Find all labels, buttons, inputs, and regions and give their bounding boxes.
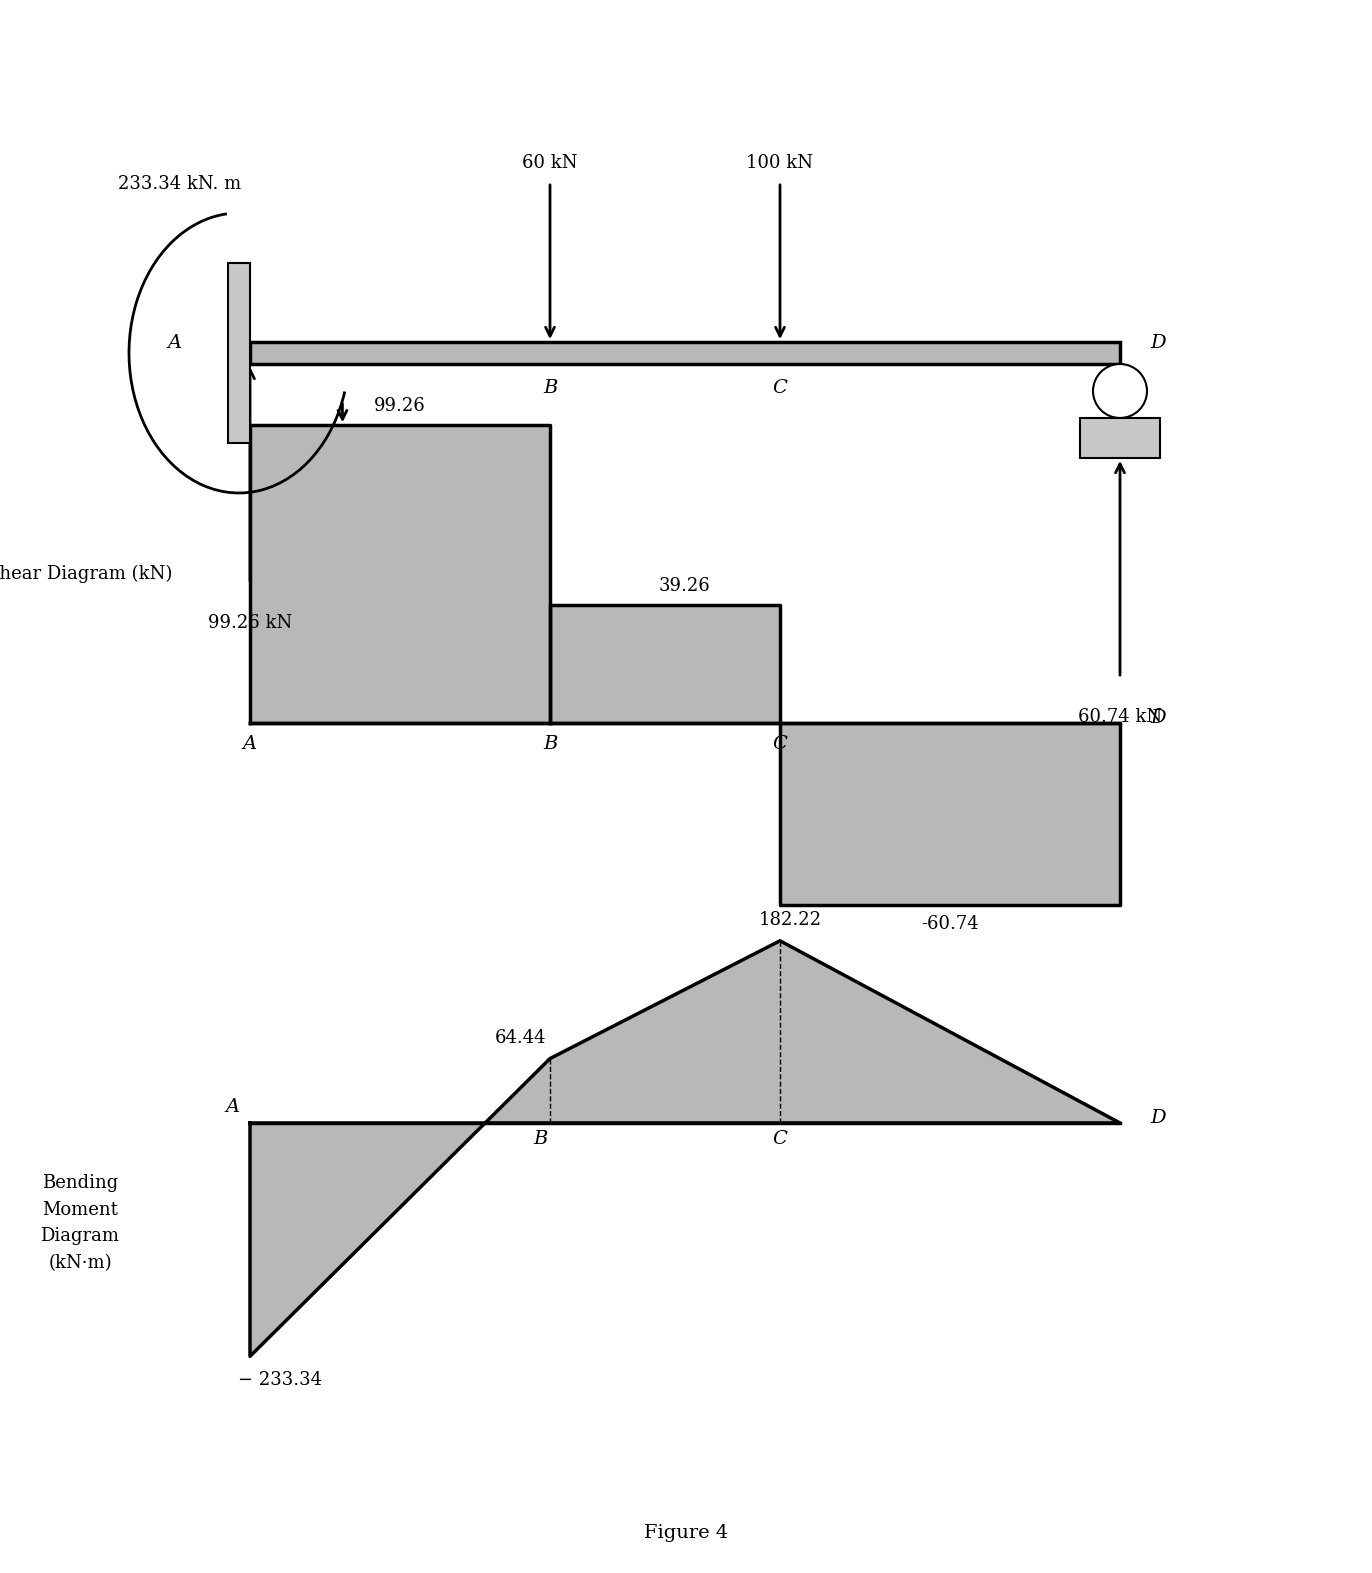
Text: 99.26 kN: 99.26 kN <box>209 613 292 632</box>
Text: A: A <box>167 333 182 352</box>
Text: C: C <box>772 1129 788 1148</box>
Polygon shape <box>550 606 781 724</box>
Polygon shape <box>250 941 1120 1356</box>
Bar <box>250 341 1120 363</box>
Text: 99.26: 99.26 <box>375 398 425 415</box>
Text: 233.34 kN. m: 233.34 kN. m <box>118 175 241 193</box>
Polygon shape <box>250 425 550 724</box>
Bar <box>228 263 250 444</box>
Text: D: D <box>1150 709 1166 727</box>
Text: -60.74: -60.74 <box>921 915 978 933</box>
Text: Bending
Moment
Diagram
(kN·m): Bending Moment Diagram (kN·m) <box>41 1175 119 1271</box>
Text: 182.22: 182.22 <box>759 911 822 928</box>
Text: 100 kN: 100 kN <box>746 154 814 171</box>
Text: − 233.34: − 233.34 <box>237 1372 322 1389</box>
Text: 64.44: 64.44 <box>494 1029 546 1046</box>
Text: 60.74 kN: 60.74 kN <box>1078 708 1162 727</box>
Text: B: B <box>532 1129 547 1148</box>
Text: D: D <box>1150 333 1166 352</box>
Text: C: C <box>772 379 788 396</box>
Text: Shear Diagram (kN): Shear Diagram (kN) <box>0 565 173 584</box>
Bar <box>1080 418 1159 458</box>
Text: C: C <box>772 735 788 753</box>
Text: B: B <box>543 379 557 396</box>
Text: D: D <box>1150 1109 1166 1126</box>
Text: 60 kN: 60 kN <box>523 154 578 171</box>
Text: 39.26: 39.26 <box>659 577 711 595</box>
Text: A: A <box>243 735 257 753</box>
Circle shape <box>1093 363 1147 418</box>
Text: Figure 4: Figure 4 <box>643 1524 729 1542</box>
Text: B: B <box>543 735 557 753</box>
Text: A: A <box>226 1098 240 1115</box>
Polygon shape <box>781 724 1120 904</box>
